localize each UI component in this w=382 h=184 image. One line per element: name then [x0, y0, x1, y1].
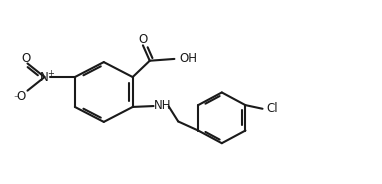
Text: O: O	[21, 52, 30, 65]
Text: N: N	[40, 70, 49, 84]
Text: ⁻: ⁻	[13, 94, 19, 104]
Text: O: O	[16, 90, 25, 102]
Text: Cl: Cl	[266, 102, 278, 115]
Text: NH: NH	[154, 99, 172, 112]
Text: OH: OH	[180, 52, 198, 66]
Text: O: O	[138, 33, 147, 46]
Text: +: +	[47, 69, 54, 78]
